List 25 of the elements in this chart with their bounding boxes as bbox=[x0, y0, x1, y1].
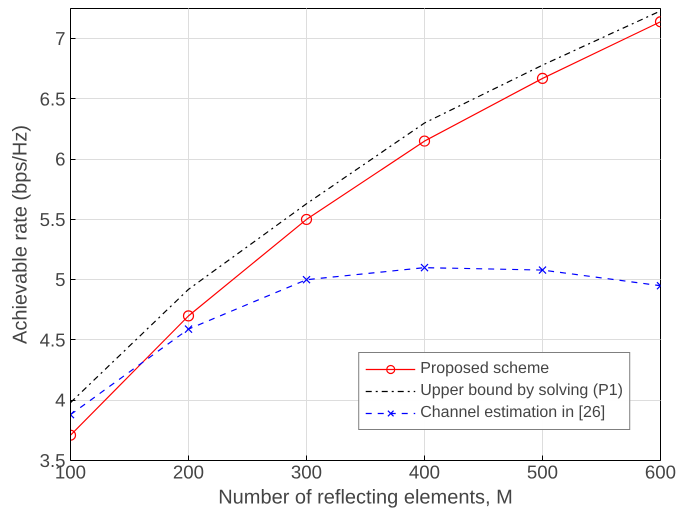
point bbox=[418, 135, 430, 147]
y-tick-label: 5 bbox=[55, 269, 66, 290]
point bbox=[302, 276, 311, 284]
x-axis-title: Number of reflecting elements, M bbox=[218, 486, 513, 508]
y-tick-label: 4.5 bbox=[40, 329, 66, 350]
x-tick-label: 500 bbox=[526, 462, 558, 482]
y-tick-label: 6 bbox=[55, 148, 66, 170]
y-tick-label: 6.5 bbox=[40, 88, 66, 110]
y-tick-label: 7 bbox=[55, 28, 66, 50]
point bbox=[420, 264, 429, 272]
x-tick-label: 400 bbox=[408, 462, 440, 482]
legend-label: Channel estimation in [26] bbox=[420, 404, 606, 422]
legend-label: Proposed scheme bbox=[420, 360, 550, 378]
x-tick-label: 200 bbox=[172, 462, 204, 482]
point bbox=[536, 72, 548, 84]
point bbox=[300, 214, 312, 226]
point bbox=[538, 266, 547, 274]
legend-label: Upper bound by solving (P1) bbox=[420, 382, 623, 400]
y-axis-title: Achievable rate (bps/Hz) bbox=[10, 125, 32, 344]
x-tick-label: 600 bbox=[644, 462, 676, 482]
point bbox=[184, 324, 193, 334]
y-tick-label: 5.5 bbox=[40, 208, 66, 230]
x-tick-label: 300 bbox=[290, 462, 322, 482]
point bbox=[182, 310, 194, 322]
y-tick-label: 4 bbox=[55, 390, 66, 411]
